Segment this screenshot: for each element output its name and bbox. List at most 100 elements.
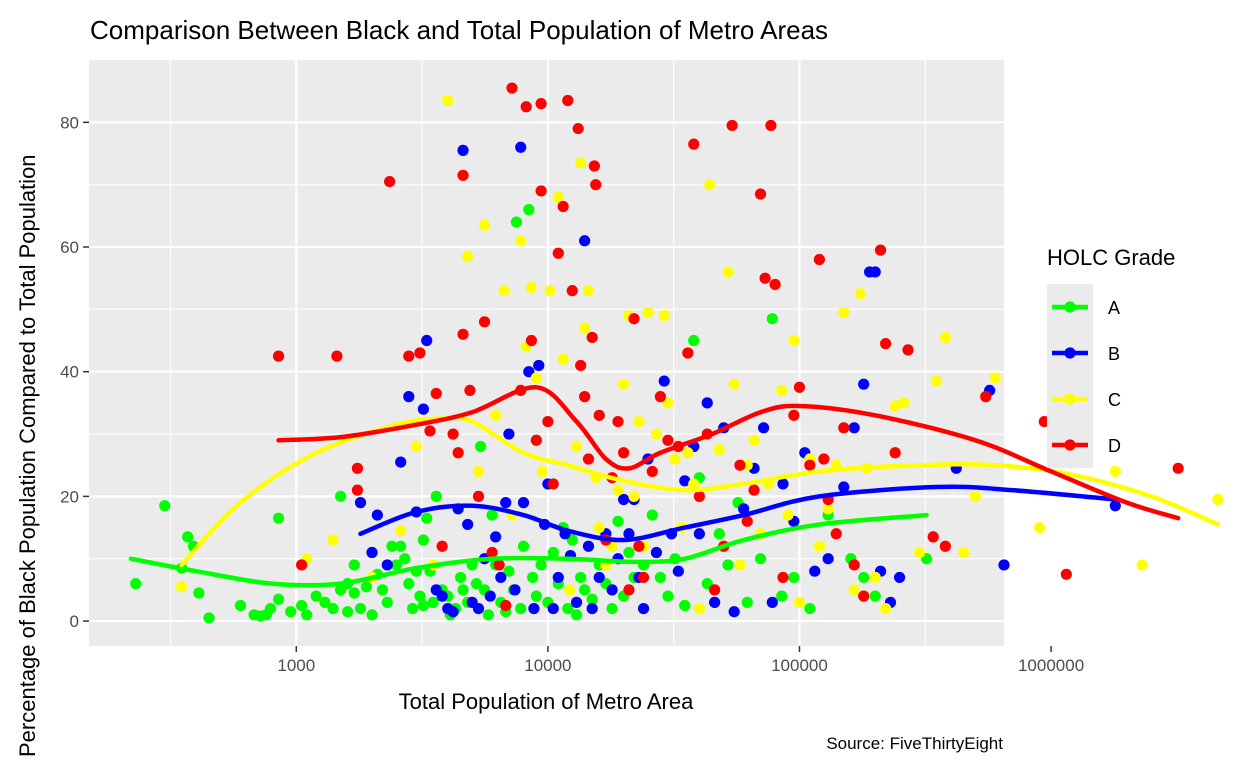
point-b — [354, 497, 367, 509]
point-a — [570, 609, 583, 621]
point-d — [654, 391, 666, 403]
point-a — [527, 571, 539, 584]
point-b — [693, 528, 705, 540]
source-caption: Source: FiveThirtyEight — [826, 734, 1003, 753]
point-d — [562, 94, 574, 107]
point-c — [776, 384, 788, 397]
y-tick-label: 40 — [60, 363, 79, 382]
point-c — [575, 157, 587, 169]
point-d — [889, 447, 901, 459]
point-a — [612, 515, 624, 527]
point-d — [765, 119, 777, 132]
point-b — [517, 497, 530, 509]
x-tick-label: 10000 — [524, 656, 571, 675]
point-d — [1172, 462, 1184, 474]
point-b — [618, 493, 630, 506]
smooth-lines — [128, 385, 1221, 588]
point-c — [593, 521, 605, 534]
point-d — [447, 428, 459, 440]
point-a — [562, 602, 574, 615]
point-a — [662, 590, 674, 602]
x-tick-label: 1000 — [277, 656, 315, 675]
point-b — [579, 235, 591, 247]
point-a — [858, 571, 870, 584]
point-b — [679, 475, 691, 487]
legend: HOLC Grade A B C D — [1047, 245, 1175, 468]
point-a — [869, 590, 881, 602]
point-c — [838, 306, 850, 319]
point-d — [830, 528, 842, 540]
point-a — [788, 571, 800, 584]
point-d — [272, 350, 285, 362]
point-d — [682, 347, 694, 359]
point-d — [493, 559, 505, 571]
legend-key-point — [1064, 301, 1076, 313]
point-d — [633, 540, 645, 552]
point-d — [566, 285, 578, 297]
point-c — [788, 334, 800, 347]
point-c — [793, 596, 806, 608]
point-d — [880, 338, 892, 350]
point-c — [557, 353, 569, 365]
point-a — [701, 578, 713, 590]
point-a — [285, 606, 297, 618]
legend-key-point — [1064, 347, 1076, 359]
point-b — [503, 428, 515, 440]
point-c — [848, 584, 860, 596]
point-b — [586, 602, 598, 615]
point-a — [579, 584, 591, 596]
point-d — [939, 540, 951, 552]
point-a — [203, 612, 215, 624]
point-b — [490, 531, 502, 543]
point-a — [530, 590, 542, 602]
point-d — [430, 387, 442, 400]
point-d — [759, 272, 771, 284]
point-b — [623, 528, 635, 540]
point-b — [421, 334, 433, 347]
chart-title: Comparison Between Black and Total Popul… — [90, 15, 828, 45]
point-d — [593, 409, 605, 421]
legend-label-c: C — [1108, 390, 1121, 410]
point-d — [793, 381, 806, 393]
point-b — [533, 359, 545, 372]
point-b — [893, 571, 906, 584]
legend-key-point — [1064, 439, 1076, 451]
point-d — [754, 188, 767, 200]
point-b — [366, 546, 378, 559]
point-c — [728, 378, 740, 390]
point-c — [682, 447, 694, 459]
y-tick-label: 80 — [60, 113, 79, 132]
point-d — [980, 391, 992, 403]
point-d — [874, 244, 887, 256]
point-b — [417, 403, 429, 415]
y-tick-label: 20 — [60, 487, 79, 506]
point-c — [478, 219, 491, 231]
point-d — [535, 98, 547, 110]
point-a — [159, 500, 171, 512]
point-a — [586, 593, 598, 605]
point-c — [1109, 465, 1121, 478]
point-b — [570, 596, 583, 608]
point-d — [590, 179, 602, 191]
point-d — [927, 531, 939, 543]
point-d — [1060, 568, 1072, 580]
point-b — [515, 141, 527, 153]
point-a — [523, 204, 535, 216]
point-c — [410, 440, 422, 453]
point-c — [722, 266, 734, 278]
point-a — [766, 313, 778, 325]
point-d — [618, 447, 630, 459]
point-a — [272, 512, 285, 524]
point-b — [637, 602, 650, 615]
point-c — [1033, 521, 1046, 534]
point-d — [646, 465, 658, 478]
point-b — [822, 553, 834, 565]
point-d — [612, 415, 624, 428]
point-a — [486, 509, 498, 521]
smooth-line-d — [276, 385, 1181, 521]
point-c — [515, 235, 527, 247]
point-b — [709, 596, 721, 608]
point-b — [472, 602, 485, 615]
point-c — [618, 378, 630, 390]
point-d — [741, 515, 753, 527]
